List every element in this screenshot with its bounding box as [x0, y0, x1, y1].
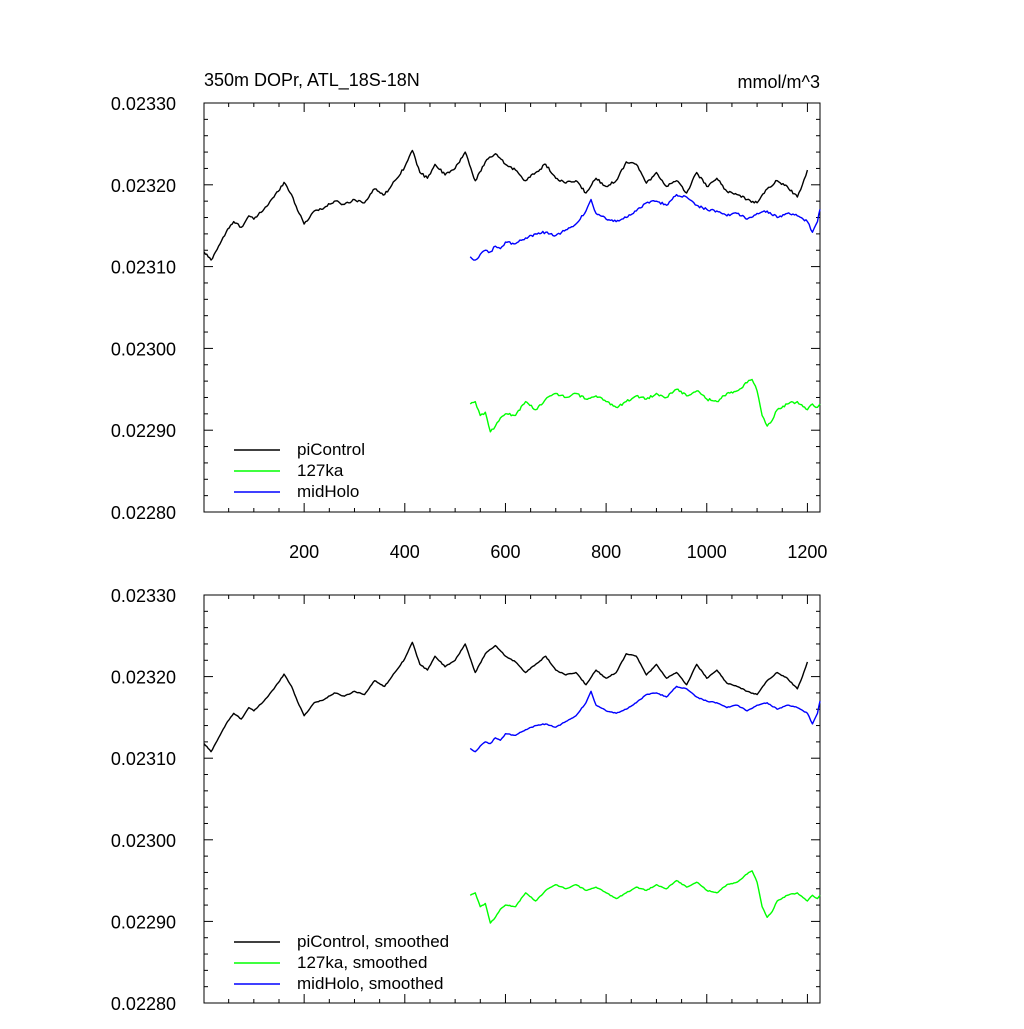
top-y-tick-labels: 0.02280 0.02290 0.02300 0.02310 0.02320 0.023… — [111, 94, 176, 523]
top-legend: piControl 127ka midHolo — [234, 440, 365, 501]
y-tick-label: 0.02300 — [111, 831, 176, 851]
y-tick-label: 0.02310 — [111, 258, 176, 278]
bottom-y-tick-labels: 0.02280 0.02290 0.02300 0.02310 0.02320 0.023… — [111, 586, 176, 1014]
x-tick-label: 1000 — [687, 542, 727, 562]
bottom-panel: 0.02280 0.02290 0.02300 0.02310 0.02320 0.023… — [111, 586, 821, 1014]
top-legend-label-midholo: midHolo — [297, 482, 359, 501]
top-legend-label-127ka: 127ka — [297, 461, 344, 480]
top-panel-units: mmol/m^3 — [738, 72, 820, 92]
x-tick-label: 200 — [289, 542, 319, 562]
top-lines — [203, 149, 821, 433]
top-panel-title: 350m DOPr, ATL_18S-18N — [204, 70, 420, 91]
top-plot-frame — [203, 102, 821, 513]
y-tick-label: 0.02330 — [111, 94, 176, 114]
y-tick-label: 0.02320 — [111, 668, 176, 688]
y-tick-label: 0.02330 — [111, 586, 176, 606]
bottom-legend-label-picontrol: piControl, smoothed — [297, 932, 449, 951]
top-legend-label-picontrol: piControl — [297, 440, 365, 459]
y-tick-label: 0.02300 — [111, 339, 176, 359]
x-tick-label: 400 — [390, 542, 420, 562]
y-tick-label: 0.02310 — [111, 749, 176, 769]
series-line-127ka — [469, 870, 821, 924]
x-tick-label: 600 — [490, 542, 520, 562]
bottom-legend: piControl, smoothed 127ka, smoothed midH… — [234, 932, 449, 993]
series-line-picontrol — [203, 641, 809, 753]
bottom-lines — [203, 641, 821, 924]
y-tick-label: 0.02290 — [111, 421, 176, 441]
y-tick-label: 0.02280 — [111, 994, 176, 1014]
series-line-midholo — [469, 685, 821, 753]
x-tick-label: 800 — [591, 542, 621, 562]
top-panel: 350m DOPr, ATL_18S-18N mmol/m^3 0.022800… — [111, 70, 828, 562]
top-x-tick-labels: 200 400 600 800 1000 1200 — [289, 542, 827, 562]
y-tick-label: 0.02320 — [111, 176, 176, 196]
x-tick-label: 1200 — [787, 542, 827, 562]
bottom-ticks — [204, 594, 820, 1004]
bottom-legend-label-midholo: midHolo, smoothed — [297, 974, 443, 993]
bottom-plot-frame — [203, 594, 821, 1004]
y-tick-label: 0.02280 — [111, 503, 176, 523]
series-line-picontrol — [203, 149, 809, 261]
series-line-127ka — [469, 378, 821, 433]
bottom-legend-label-127ka: 127ka, smoothed — [297, 953, 427, 972]
series-line-midholo — [469, 193, 821, 261]
y-tick-label: 0.02290 — [111, 912, 176, 932]
